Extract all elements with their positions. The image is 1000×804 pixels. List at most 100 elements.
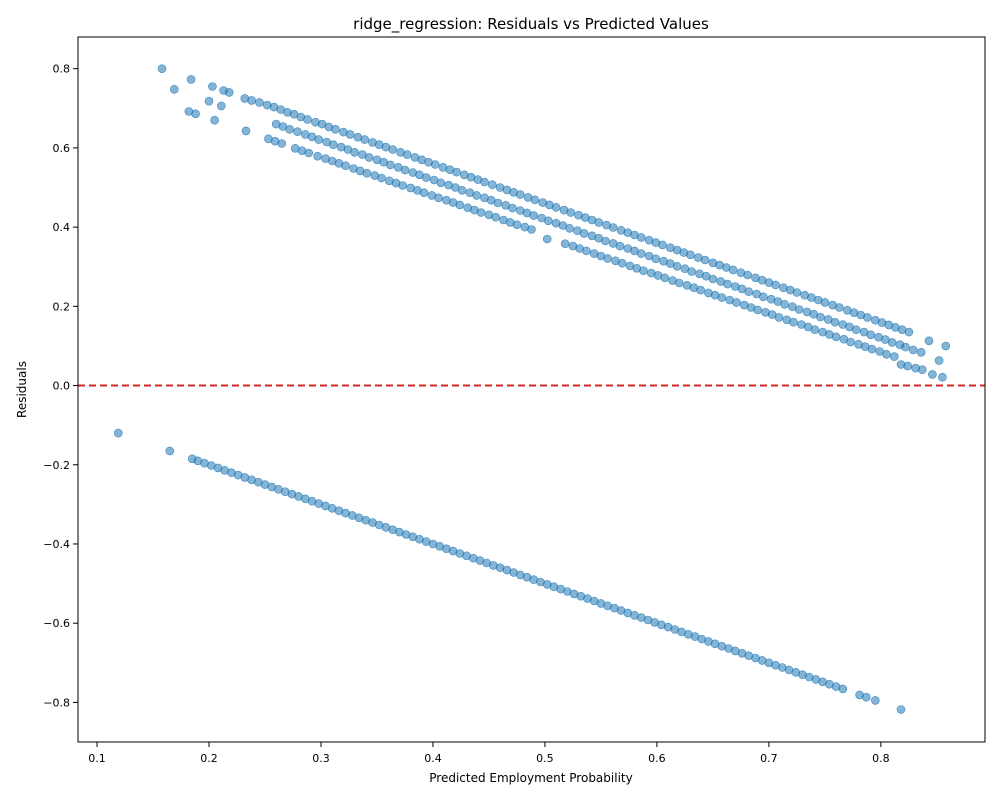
data-point: [674, 278, 684, 288]
data-point: [687, 267, 696, 276]
data-point: [314, 135, 324, 144]
data-point: [157, 64, 167, 73]
data-point: [419, 188, 429, 197]
data-point: [660, 273, 670, 283]
data-point: [400, 165, 410, 175]
data-point: [651, 254, 661, 264]
data-point: [398, 181, 408, 190]
data-point: [360, 135, 370, 144]
data-point: [835, 303, 844, 312]
data-point: [904, 327, 914, 337]
data-point: [480, 177, 489, 187]
data-point: [551, 203, 561, 212]
x-axis: 0.1 0.2 0.3 0.4 0.5 0.6 0.7 0.8: [88, 742, 890, 765]
data-point: [603, 254, 612, 263]
data-point: [304, 148, 314, 158]
data-point: [723, 279, 732, 289]
x-tick-label: 0.1: [88, 752, 106, 765]
data-point: [579, 229, 589, 238]
data-point: [204, 96, 214, 106]
data-point: [617, 258, 627, 268]
data-point: [941, 341, 951, 351]
data-point: [789, 317, 798, 327]
data-point: [917, 365, 927, 375]
data-point: [210, 115, 219, 125]
data-point: [882, 349, 891, 359]
data-point: [794, 305, 804, 314]
data-point: [866, 330, 876, 340]
data-point: [672, 261, 682, 271]
data-point: [774, 313, 784, 322]
x-tick-label: 0.3: [312, 752, 330, 765]
data-point: [887, 338, 897, 347]
data-point: [530, 195, 540, 205]
data-point: [472, 191, 481, 200]
data-point: [217, 101, 226, 111]
y-tick-label: 0.8: [53, 63, 71, 76]
data-point: [753, 305, 763, 315]
data-point: [901, 342, 910, 352]
data-point: [293, 127, 302, 136]
y-axis-label: Residuals: [15, 361, 29, 418]
data-point: [743, 270, 752, 280]
data-point: [565, 224, 574, 233]
y-tick-label: 0.2: [53, 300, 71, 313]
data-point: [820, 298, 830, 307]
data-point: [867, 344, 877, 354]
chart-title: ridge_regression: Residuals vs Predicted…: [353, 15, 709, 34]
data-point: [686, 250, 695, 260]
data-point: [728, 265, 738, 275]
data-point: [560, 239, 570, 248]
data-point: [846, 337, 855, 347]
data-point: [487, 180, 497, 189]
data-point: [870, 696, 880, 705]
data-point: [830, 317, 840, 327]
data-point: [247, 96, 256, 105]
data-point: [303, 115, 312, 124]
data-point: [362, 168, 372, 178]
plot-frame: [77, 36, 986, 743]
data-point: [493, 198, 503, 208]
data-point: [594, 218, 604, 227]
data-point: [861, 692, 871, 702]
data-point: [512, 220, 522, 229]
data-point: [455, 200, 465, 210]
data-point: [457, 186, 467, 195]
data-point: [313, 151, 322, 161]
data-point: [328, 140, 338, 149]
data-point: [831, 332, 841, 342]
data-point: [186, 75, 196, 84]
data-point: [165, 446, 175, 456]
data-point: [916, 347, 926, 357]
data-point: [529, 211, 539, 220]
data-point: [938, 372, 947, 382]
y-tick-label: −0.4: [43, 538, 70, 551]
data-point: [658, 240, 667, 250]
data-point: [816, 312, 825, 322]
data-point: [277, 139, 287, 148]
data-point: [810, 325, 820, 335]
data-point: [491, 212, 501, 222]
data-point: [331, 125, 340, 134]
data-point: [908, 345, 918, 355]
data-point: [700, 255, 710, 265]
y-tick-label: −0.2: [43, 459, 70, 472]
y-tick-label: 0.6: [53, 142, 71, 155]
data-point: [388, 145, 398, 154]
data-point: [896, 705, 906, 714]
data-point: [903, 361, 913, 371]
data-point: [508, 203, 517, 213]
data-point: [928, 370, 937, 379]
data-point: [402, 150, 412, 159]
x-tick-label: 0.6: [648, 752, 666, 765]
data-point: [208, 82, 217, 91]
data-point: [285, 125, 294, 134]
data-point: [717, 293, 727, 302]
data-point: [543, 216, 553, 226]
data-point: [771, 280, 780, 290]
data-point: [708, 274, 718, 284]
x-tick-label: 0.2: [200, 752, 218, 765]
